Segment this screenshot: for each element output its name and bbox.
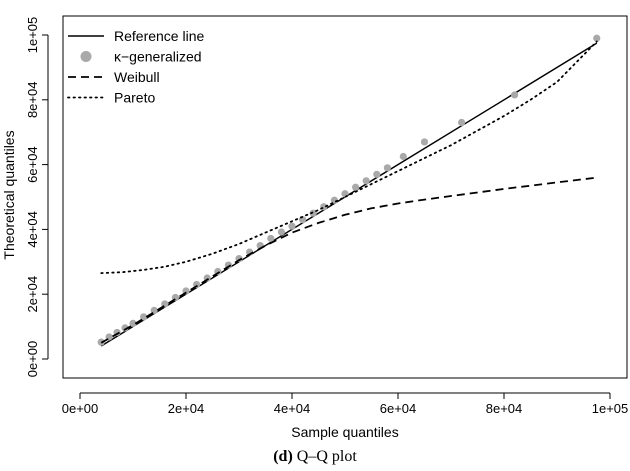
kappa-generalized-point [267,234,275,243]
x-tick-label: 4e+04 [274,401,311,416]
kappa-generalized-point [140,313,148,321]
x-axis-title: Sample quantiles [291,424,398,440]
legend-weibull: Weibull [114,69,160,85]
kappa-generalized-point [288,222,296,230]
kappa-generalized-point [352,183,360,191]
kappa-generalized-point [458,118,466,127]
x-tick-label: 8e+04 [486,401,523,416]
legend-swatch-point [80,51,92,62]
y-tick-label: 8e+04 [25,82,40,119]
kappa-generalized-point [373,170,381,178]
legend-kappa-generalized: κ−generalized [114,49,202,65]
y-tick-label: 6e+04 [25,146,40,183]
x-tick-label: 1e+05 [592,401,629,416]
legend-reference-line: Reference line [114,28,204,44]
figure-caption: (d) Q–Q plot [0,448,630,466]
caption-letter: (d) [273,448,293,465]
kappa-generalized-point [593,34,601,42]
kappa-generalized-point [277,228,285,236]
y-tick-label: 1e+05 [25,17,40,54]
kappa-generalized-point [362,177,370,185]
kappa-generalized-point [129,319,137,327]
plot-frame [62,15,628,379]
y-tick-label: 2e+04 [25,276,40,313]
kappa-generalized-point [510,91,519,99]
kappa-generalized-point [420,138,429,146]
kappa-generalized-point [383,164,391,172]
qq-plot: 0e+00 2e+04 4e+04 6e+04 8e+04 1e+05 0e+00 2e+04… [1,15,629,440]
x-tick-label: 0e+00 [62,401,99,416]
y-tick-label: 4e+04 [25,211,40,248]
y-axis-title: Theoretical quantiles [1,130,17,259]
pareto-line [100,40,598,275]
x-tick-label: 2e+04 [168,401,205,416]
caption-text: Q–Q plot [296,448,357,465]
y-tick-label: 0e+00 [25,341,40,378]
weibull-line [100,176,597,344]
kappa-generalized-point [309,209,317,217]
kappa-generalized-point [399,152,407,161]
kappa-generalized-point [121,324,129,332]
legend-pareto: Pareto [114,90,155,106]
x-tick-label: 6e+04 [380,401,417,416]
